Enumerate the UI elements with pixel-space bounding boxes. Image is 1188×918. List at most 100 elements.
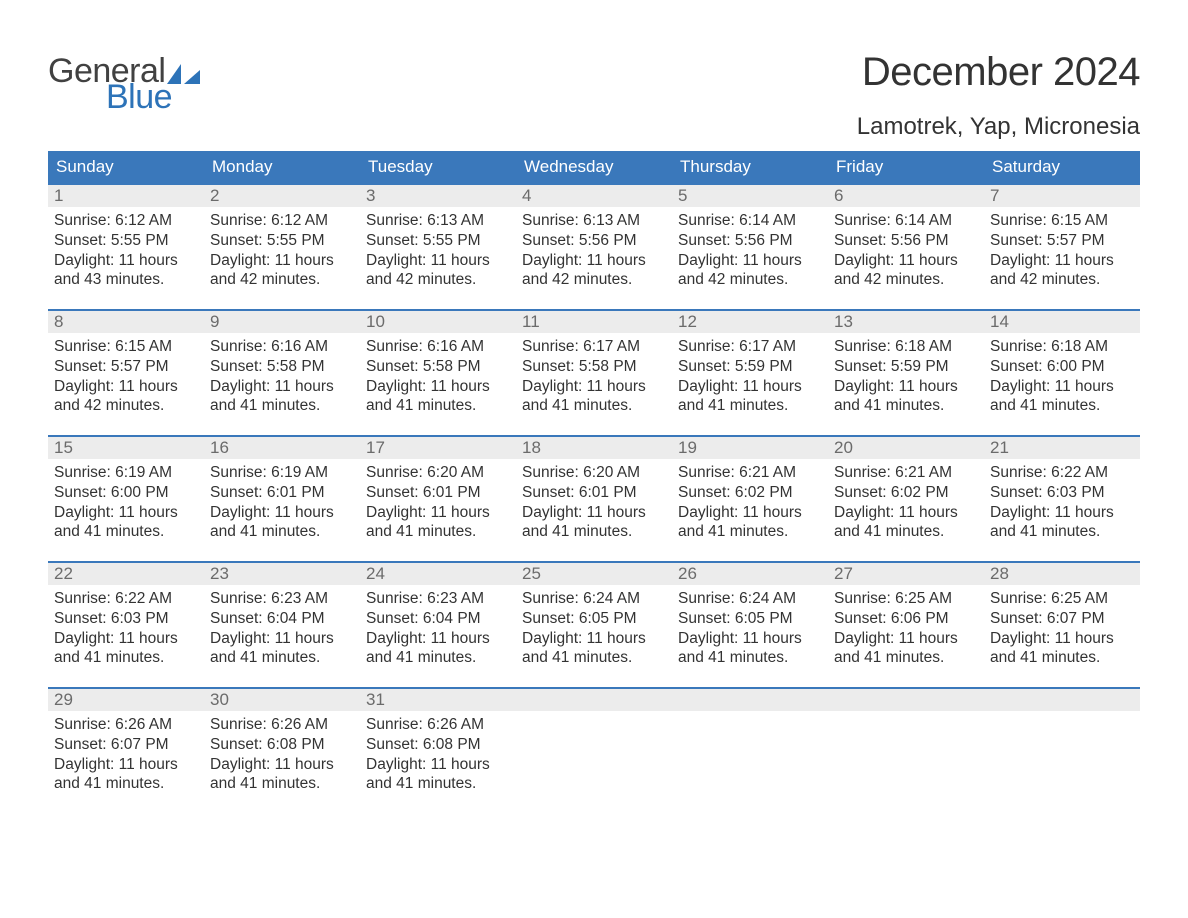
- day-number-blank: [516, 687, 672, 711]
- day-dl1: Daylight: 11 hours: [54, 755, 198, 775]
- day-dl1: Daylight: 11 hours: [522, 377, 666, 397]
- day-dl2: and 41 minutes.: [834, 648, 978, 668]
- day-sunset: Sunset: 6:04 PM: [210, 609, 354, 629]
- day-dl2: and 42 minutes.: [678, 270, 822, 290]
- day-sunset: Sunset: 5:57 PM: [990, 231, 1134, 251]
- day-number: 5: [672, 183, 828, 207]
- day-number: 11: [516, 309, 672, 333]
- day-number: 7: [984, 183, 1140, 207]
- day-dl2: and 41 minutes.: [678, 648, 822, 668]
- day-number: 21: [984, 435, 1140, 459]
- day-cell: 7Sunrise: 6:15 AMSunset: 5:57 PMDaylight…: [984, 183, 1140, 309]
- day-sunrise: Sunrise: 6:20 AM: [366, 463, 510, 483]
- day-dl2: and 42 minutes.: [522, 270, 666, 290]
- day-dl1: Daylight: 11 hours: [54, 377, 198, 397]
- day-sunrise: Sunrise: 6:18 AM: [834, 337, 978, 357]
- day-number: 25: [516, 561, 672, 585]
- day-dl2: and 41 minutes.: [522, 648, 666, 668]
- day-dl1: Daylight: 11 hours: [834, 503, 978, 523]
- day-body: Sunrise: 6:18 AMSunset: 6:00 PMDaylight:…: [984, 333, 1140, 416]
- day-cell: 4Sunrise: 6:13 AMSunset: 5:56 PMDaylight…: [516, 183, 672, 309]
- day-dl1: Daylight: 11 hours: [54, 503, 198, 523]
- day-sunset: Sunset: 6:00 PM: [54, 483, 198, 503]
- day-dl2: and 41 minutes.: [366, 396, 510, 416]
- day-sunset: Sunset: 6:03 PM: [990, 483, 1134, 503]
- day-number: 22: [48, 561, 204, 585]
- day-cell: 18Sunrise: 6:20 AMSunset: 6:01 PMDayligh…: [516, 435, 672, 561]
- day-number: 16: [204, 435, 360, 459]
- day-sunset: Sunset: 5:55 PM: [54, 231, 198, 251]
- day-sunset: Sunset: 6:05 PM: [678, 609, 822, 629]
- day-dl1: Daylight: 11 hours: [210, 755, 354, 775]
- day-sunset: Sunset: 6:00 PM: [990, 357, 1134, 377]
- day-dl2: and 41 minutes.: [522, 396, 666, 416]
- day-dl1: Daylight: 11 hours: [366, 377, 510, 397]
- day-number-blank: [672, 687, 828, 711]
- week-row: 22Sunrise: 6:22 AMSunset: 6:03 PMDayligh…: [48, 561, 1140, 687]
- day-cell: 29Sunrise: 6:26 AMSunset: 6:07 PMDayligh…: [48, 687, 204, 813]
- day-sunrise: Sunrise: 6:25 AM: [990, 589, 1134, 609]
- day-sunset: Sunset: 6:08 PM: [366, 735, 510, 755]
- day-number: 30: [204, 687, 360, 711]
- day-sunset: Sunset: 5:58 PM: [522, 357, 666, 377]
- calendar-weekday-header: SundayMondayTuesdayWednesdayThursdayFrid…: [48, 151, 1140, 183]
- day-body: Sunrise: 6:14 AMSunset: 5:56 PMDaylight:…: [672, 207, 828, 290]
- day-number: 23: [204, 561, 360, 585]
- day-sunrise: Sunrise: 6:25 AM: [834, 589, 978, 609]
- day-body: Sunrise: 6:16 AMSunset: 5:58 PMDaylight:…: [204, 333, 360, 416]
- day-number: 10: [360, 309, 516, 333]
- day-body: Sunrise: 6:13 AMSunset: 5:56 PMDaylight:…: [516, 207, 672, 290]
- day-cell: 10Sunrise: 6:16 AMSunset: 5:58 PMDayligh…: [360, 309, 516, 435]
- day-number: 28: [984, 561, 1140, 585]
- day-sunset: Sunset: 6:03 PM: [54, 609, 198, 629]
- day-sunrise: Sunrise: 6:12 AM: [210, 211, 354, 231]
- day-cell: 9Sunrise: 6:16 AMSunset: 5:58 PMDaylight…: [204, 309, 360, 435]
- day-sunrise: Sunrise: 6:16 AM: [366, 337, 510, 357]
- location-text: Lamotrek, Yap, Micronesia: [857, 113, 1140, 141]
- day-sunset: Sunset: 6:01 PM: [210, 483, 354, 503]
- day-number: 13: [828, 309, 984, 333]
- day-sunset: Sunset: 6:07 PM: [990, 609, 1134, 629]
- logo-text-blue: Blue: [106, 80, 201, 114]
- day-cell: 31Sunrise: 6:26 AMSunset: 6:08 PMDayligh…: [360, 687, 516, 813]
- day-dl1: Daylight: 11 hours: [522, 503, 666, 523]
- day-cell: 19Sunrise: 6:21 AMSunset: 6:02 PMDayligh…: [672, 435, 828, 561]
- day-dl2: and 41 minutes.: [834, 522, 978, 542]
- day-body: Sunrise: 6:16 AMSunset: 5:58 PMDaylight:…: [360, 333, 516, 416]
- day-cell: 26Sunrise: 6:24 AMSunset: 6:05 PMDayligh…: [672, 561, 828, 687]
- day-sunrise: Sunrise: 6:15 AM: [54, 337, 198, 357]
- day-sunset: Sunset: 6:01 PM: [522, 483, 666, 503]
- day-dl2: and 41 minutes.: [210, 396, 354, 416]
- calendar: SundayMondayTuesdayWednesdayThursdayFrid…: [48, 151, 1140, 813]
- day-sunset: Sunset: 6:01 PM: [366, 483, 510, 503]
- day-number: 9: [204, 309, 360, 333]
- day-sunset: Sunset: 5:59 PM: [834, 357, 978, 377]
- weekday-header-cell: Monday: [204, 151, 360, 183]
- day-dl2: and 42 minutes.: [366, 270, 510, 290]
- day-sunrise: Sunrise: 6:23 AM: [366, 589, 510, 609]
- day-dl2: and 41 minutes.: [366, 522, 510, 542]
- header-area: General Blue December 2024 Lamotrek, Yap…: [48, 50, 1140, 141]
- day-sunrise: Sunrise: 6:21 AM: [678, 463, 822, 483]
- day-body: Sunrise: 6:15 AMSunset: 5:57 PMDaylight:…: [984, 207, 1140, 290]
- day-dl2: and 41 minutes.: [678, 522, 822, 542]
- day-number: 17: [360, 435, 516, 459]
- day-body: Sunrise: 6:15 AMSunset: 5:57 PMDaylight:…: [48, 333, 204, 416]
- page-title: December 2024: [857, 50, 1140, 95]
- day-sunrise: Sunrise: 6:26 AM: [366, 715, 510, 735]
- day-dl2: and 41 minutes.: [678, 396, 822, 416]
- day-body: Sunrise: 6:26 AMSunset: 6:08 PMDaylight:…: [360, 711, 516, 794]
- week-row: 1Sunrise: 6:12 AMSunset: 5:55 PMDaylight…: [48, 183, 1140, 309]
- day-number-blank: [828, 687, 984, 711]
- day-number: 3: [360, 183, 516, 207]
- weekday-header-cell: Wednesday: [516, 151, 672, 183]
- day-cell: 25Sunrise: 6:24 AMSunset: 6:05 PMDayligh…: [516, 561, 672, 687]
- day-cell: [828, 687, 984, 813]
- day-sunrise: Sunrise: 6:17 AM: [678, 337, 822, 357]
- day-sunrise: Sunrise: 6:18 AM: [990, 337, 1134, 357]
- day-cell: 21Sunrise: 6:22 AMSunset: 6:03 PMDayligh…: [984, 435, 1140, 561]
- day-sunrise: Sunrise: 6:14 AM: [678, 211, 822, 231]
- day-cell: 22Sunrise: 6:22 AMSunset: 6:03 PMDayligh…: [48, 561, 204, 687]
- day-sunrise: Sunrise: 6:26 AM: [210, 715, 354, 735]
- day-sunrise: Sunrise: 6:13 AM: [366, 211, 510, 231]
